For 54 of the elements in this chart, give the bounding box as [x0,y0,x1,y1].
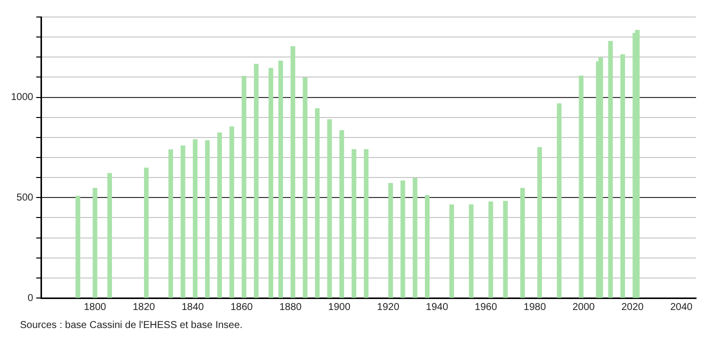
x-tick-label: 1920 [377,302,400,313]
bar [635,30,640,298]
bar [400,180,406,298]
bar [242,76,246,298]
x-tick-label: 1960 [474,302,498,313]
source-note: Sources : base Cassini de l'EHESS et base Insee. [20,320,244,331]
x-tick-label: 1880 [279,302,302,313]
bar [503,200,508,298]
bar [520,188,525,298]
x-tick-label: 1840 [182,302,204,313]
bar [192,139,198,298]
x-tick-label: 1800 [84,302,107,313]
bar [339,130,344,298]
bar [598,57,604,298]
bar [468,204,474,298]
bar [217,132,222,298]
bar [229,126,234,298]
bar [449,204,454,298]
y-tick-label: 0 [28,292,34,304]
bar [92,188,98,298]
bar [314,108,320,298]
x-tick-label: 1980 [524,302,546,313]
x-tick-label: 1900 [328,302,351,313]
x-tick-label: 2020 [621,302,644,313]
bar [254,64,259,298]
bar [537,147,542,298]
x-tick-label: 2040 [670,302,693,313]
bar [76,196,80,298]
bar [388,183,393,298]
bar [352,149,356,298]
bar [608,40,613,298]
x-tick-label: 1820 [132,302,156,313]
bar [364,149,369,298]
bar [424,195,430,298]
bar [290,46,296,298]
bar [556,103,562,298]
y-tick-label: 1000 [10,92,34,104]
bar [578,76,584,298]
bar [180,146,186,298]
bar [278,60,283,298]
bar [412,178,418,298]
bar [107,173,112,298]
bar [488,202,494,298]
x-tick-label: 1860 [230,302,254,313]
bar [268,68,274,298]
x-tick-label: 2000 [572,302,596,313]
bar [302,77,308,298]
bar [144,168,149,298]
y-tick-label: 500 [16,192,34,204]
bar [620,54,626,298]
bar [168,149,174,298]
x-tick-label: 1940 [426,302,449,313]
bar [327,119,332,298]
bar [205,140,210,298]
